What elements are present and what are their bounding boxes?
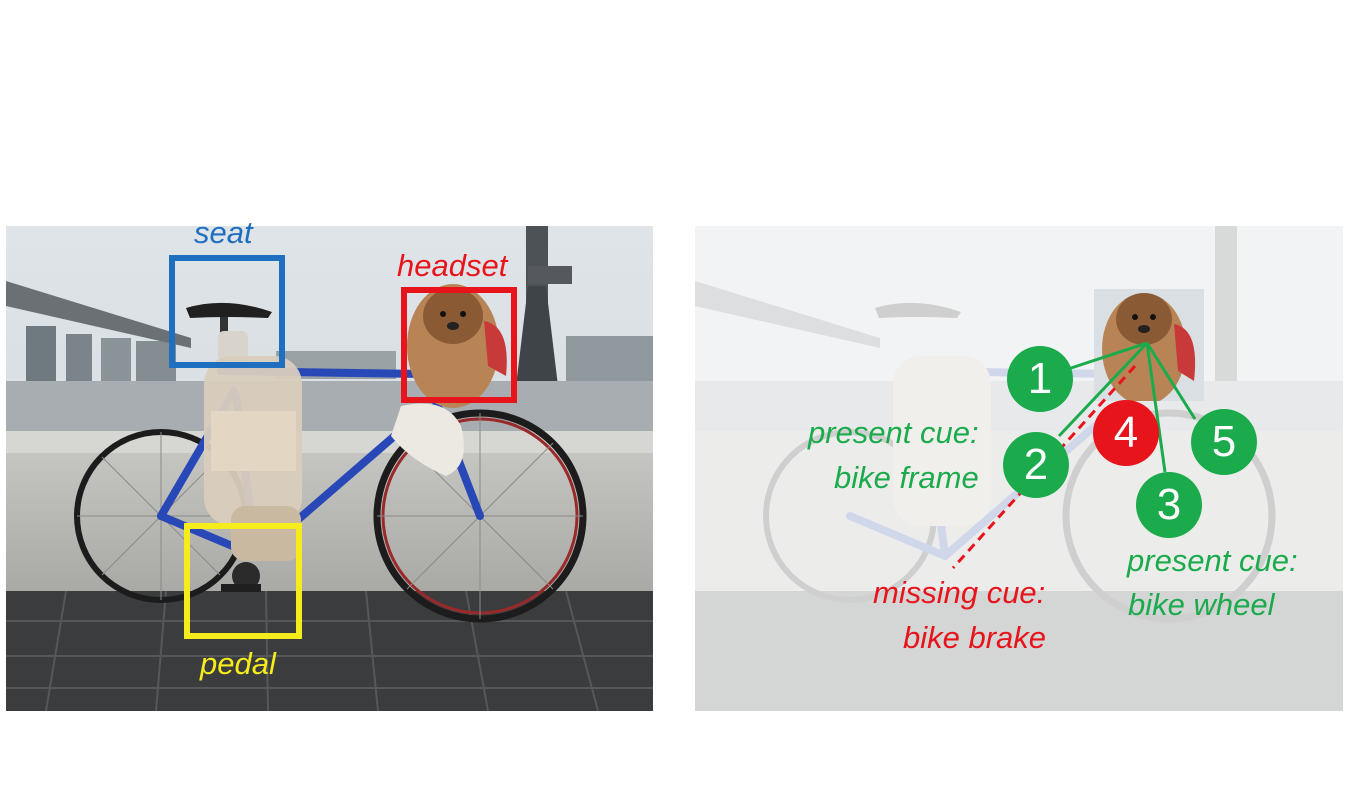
cue-marker-1: 1	[1007, 346, 1073, 412]
annotated-photo-panel	[6, 226, 653, 711]
cue-marker-4: 4	[1093, 400, 1159, 466]
cue-wheel-line1: present cue:	[1127, 543, 1298, 578]
cue-brake-line2: bike brake	[903, 620, 1047, 655]
pedal-label: pedal	[200, 646, 276, 681]
connector-1	[1064, 341, 1148, 372]
connector-2	[1057, 341, 1149, 438]
headset-bounding-box	[401, 287, 517, 403]
cue-frame-line1: present cue:	[808, 415, 979, 450]
connector-3	[1145, 342, 1167, 473]
seat-bounding-box	[169, 255, 285, 368]
cue-frame-line2: bike frame	[834, 460, 979, 495]
pedal-bounding-box	[184, 523, 302, 639]
headset-label: headset	[397, 248, 508, 283]
cue-analysis-panel: 1 2 3 4 5	[695, 226, 1343, 711]
cue-marker-3: 3	[1136, 472, 1202, 538]
connector-5	[1145, 342, 1197, 420]
cue-wheel-line2: bike wheel	[1128, 587, 1275, 622]
cue-marker-2: 2	[1003, 432, 1069, 498]
cue-brake-line1: missing cue:	[873, 575, 1046, 610]
cue-marker-5: 5	[1191, 409, 1257, 475]
seat-label: seat	[194, 215, 253, 250]
bike-scene-photo	[6, 226, 653, 711]
